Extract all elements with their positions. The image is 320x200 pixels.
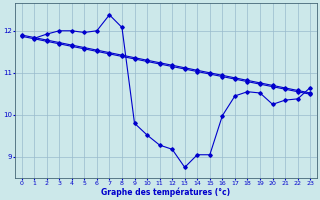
X-axis label: Graphe des températures (°c): Graphe des températures (°c) [101,187,230,197]
